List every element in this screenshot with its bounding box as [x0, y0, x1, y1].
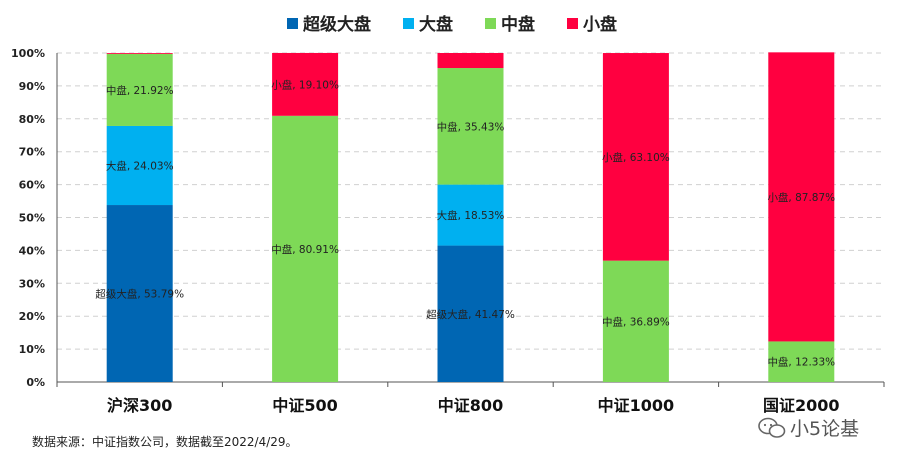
- watermark-text: 小5论基: [790, 418, 860, 440]
- y-tick-label: 70%: [19, 146, 45, 159]
- data-label: 中盘, 80.91%: [271, 243, 339, 256]
- legend-item: 中盘: [485, 10, 535, 35]
- bar-segment: [437, 53, 504, 69]
- source-note: 数据来源：中证指数公司，数据截至2022/4/29。: [32, 435, 298, 449]
- y-tick-label: 40%: [19, 244, 45, 257]
- bar-segment: [602, 260, 669, 382]
- data-label: 中盘, 21.92%: [106, 84, 174, 97]
- data-label: 中盘, 35.43%: [437, 120, 505, 133]
- bar-segment: [437, 245, 504, 382]
- legend-swatch: [567, 18, 578, 29]
- data-label: 大盘, 18.53%: [437, 209, 505, 222]
- legend-item: 大盘: [403, 10, 453, 35]
- bar-segment: [602, 53, 669, 261]
- bar-segment: [106, 53, 173, 126]
- bar-segment: [768, 341, 835, 382]
- legend-swatch: [287, 18, 298, 29]
- data-label: 小盘, 87.87%: [767, 191, 835, 204]
- legend-item: 小盘: [567, 10, 617, 35]
- y-tick-label: 30%: [19, 277, 45, 290]
- y-tick-label: 20%: [19, 310, 45, 323]
- data-label: 中盘, 36.89%: [602, 315, 670, 328]
- bar-segment: [272, 52, 339, 116]
- y-tick-label: 80%: [19, 113, 45, 126]
- bar-segment: [272, 115, 339, 383]
- bar-segment: [106, 53, 173, 54]
- data-label: 超级大盘, 41.47%: [426, 308, 515, 321]
- legend-label: 超级大盘: [303, 15, 371, 35]
- y-tick-label: 90%: [19, 80, 45, 93]
- legend-label: 中盘: [501, 15, 535, 35]
- bar-segment: [437, 68, 504, 185]
- data-label: 小盘, 63.10%: [602, 151, 670, 164]
- x-tick-label: 国证2000: [763, 396, 840, 415]
- bar-segment: [106, 125, 173, 206]
- wechat-icon: [758, 417, 786, 438]
- data-label: 小盘, 19.10%: [271, 78, 339, 91]
- legend-swatch: [485, 18, 496, 29]
- y-tick-label: 0%: [26, 376, 45, 389]
- bar-segment: [437, 184, 504, 246]
- x-tick-label: 中证800: [438, 396, 503, 415]
- legend-swatch: [403, 18, 414, 29]
- legend-item: 超级大盘: [287, 10, 371, 35]
- x-tick-label: 沪深300: [107, 396, 172, 415]
- data-label: 中盘, 12.33%: [767, 356, 835, 369]
- x-tick-label: 中证1000: [598, 396, 675, 415]
- y-tick-label: 60%: [19, 179, 45, 192]
- legend-label: 大盘: [419, 15, 453, 35]
- x-tick-label: 中证500: [272, 396, 337, 415]
- watermark: 小5论基: [758, 414, 859, 441]
- legend-label: 小盘: [583, 15, 617, 35]
- y-tick-label: 50%: [19, 212, 45, 225]
- chart-legend: 超级大盘 大盘 中盘 小盘: [0, 10, 904, 35]
- y-tick-label: 100%: [11, 47, 45, 60]
- data-label: 大盘, 24.03%: [106, 160, 174, 173]
- bar-segment: [106, 205, 173, 382]
- y-tick-label: 10%: [19, 343, 45, 356]
- data-label: 超级大盘, 53.79%: [95, 288, 184, 301]
- bar-segment: [768, 52, 835, 342]
